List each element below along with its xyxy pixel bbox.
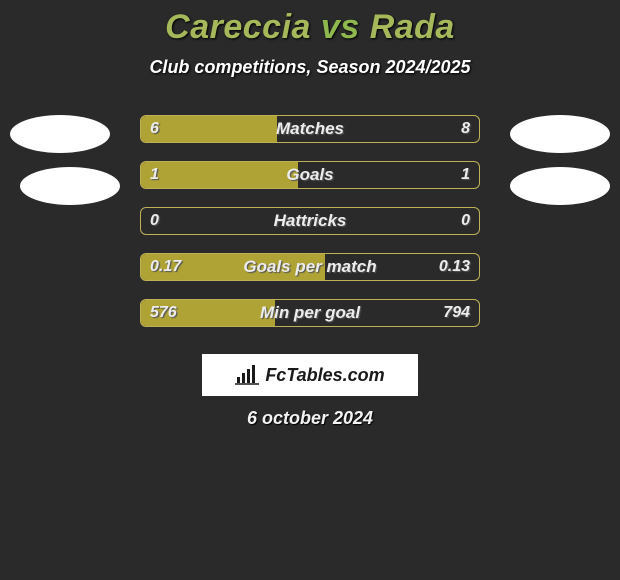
bar-row: 11Goals bbox=[140, 161, 480, 189]
bar-row: 0.170.13Goals per match bbox=[140, 253, 480, 281]
logo-text: FcTables.com bbox=[265, 365, 384, 386]
avatar-left-1 bbox=[10, 115, 110, 153]
player-2-name: Rada bbox=[370, 8, 455, 46]
stats-comparison-card: Careccia vs Rada Club competitions, Seas… bbox=[0, 0, 620, 580]
bar-fill bbox=[141, 162, 298, 188]
bar-fill bbox=[141, 300, 275, 326]
subtitle: Club competitions, Season 2024/2025 bbox=[0, 57, 620, 78]
bar-row: 576794Min per goal bbox=[140, 299, 480, 327]
player-1-name: Careccia bbox=[165, 8, 311, 46]
bar-chart-icon bbox=[235, 365, 259, 385]
avatar-right-2 bbox=[510, 167, 610, 205]
date-label: 6 october 2024 bbox=[0, 408, 620, 429]
avatar-right-1 bbox=[510, 115, 610, 153]
bar-row: 68Matches bbox=[140, 115, 480, 143]
logo-box[interactable]: FcTables.com bbox=[202, 354, 418, 396]
bar-row: 00Hattricks bbox=[140, 207, 480, 235]
bar-background bbox=[140, 207, 480, 235]
vs-label: vs bbox=[321, 8, 360, 46]
page-title: Careccia vs Rada bbox=[0, 0, 620, 47]
bar-fill bbox=[141, 254, 325, 280]
bar-fill bbox=[141, 116, 277, 142]
avatar-left-2 bbox=[20, 167, 120, 205]
bars-group: 68Matches 11Goals 00Hattricks 0.170.13Goals… bbox=[140, 115, 480, 345]
